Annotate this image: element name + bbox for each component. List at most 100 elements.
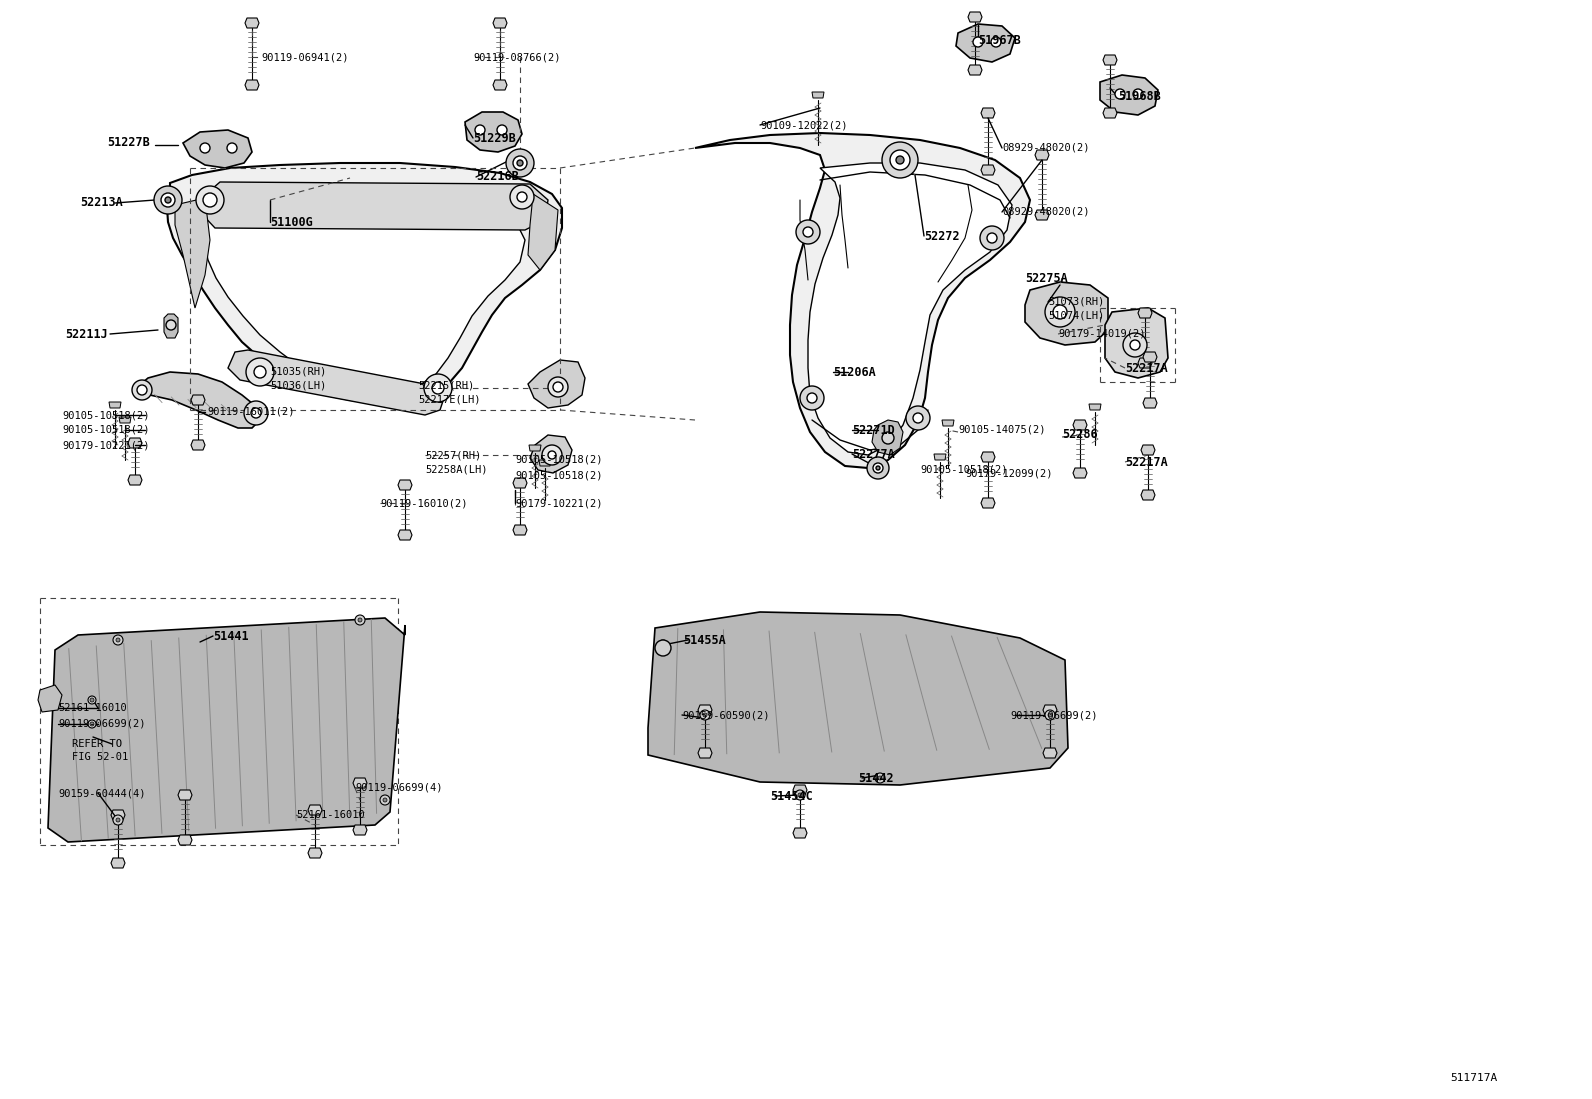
Polygon shape [38,685,62,712]
Polygon shape [135,371,259,428]
Circle shape [196,186,224,214]
Polygon shape [696,133,1030,468]
Polygon shape [1143,398,1157,408]
Polygon shape [1105,308,1169,378]
Circle shape [474,125,486,135]
Polygon shape [111,810,126,820]
Circle shape [868,457,888,479]
Text: 51455A: 51455A [683,633,726,646]
Polygon shape [353,778,368,788]
Polygon shape [1103,55,1118,65]
Polygon shape [1103,108,1118,118]
Circle shape [794,790,806,800]
Polygon shape [111,858,126,868]
Polygon shape [981,498,995,508]
Circle shape [506,149,533,177]
Circle shape [1052,306,1067,319]
Polygon shape [494,18,506,27]
Polygon shape [793,785,807,795]
Circle shape [517,160,524,166]
Polygon shape [164,314,178,338]
Text: 90179-10221(2): 90179-10221(2) [62,440,150,449]
Circle shape [700,710,710,720]
Circle shape [166,197,170,203]
Text: 90119-06699(2): 90119-06699(2) [57,719,145,729]
Text: 52216B: 52216B [476,170,519,184]
Circle shape [517,192,527,202]
Polygon shape [529,360,584,408]
Polygon shape [957,24,1016,62]
Circle shape [137,385,146,395]
Polygon shape [935,454,946,460]
Polygon shape [1089,404,1102,410]
Polygon shape [178,790,193,800]
Text: 51035(RH): 51035(RH) [271,367,326,377]
Polygon shape [1035,149,1049,160]
Circle shape [166,320,177,330]
Circle shape [552,382,564,392]
Circle shape [355,615,365,625]
Text: 51229B: 51229B [473,132,516,144]
Text: 52275A: 52275A [1025,271,1068,285]
Circle shape [113,635,123,645]
Text: 90179-14019(2): 90179-14019(2) [1059,329,1146,338]
Circle shape [987,233,997,243]
Circle shape [654,640,670,656]
Text: 52277A: 52277A [852,447,895,460]
Circle shape [807,393,817,403]
Text: 51206A: 51206A [833,366,876,378]
Text: 51227B: 51227B [107,136,150,149]
Bar [920,208,968,244]
Circle shape [116,639,119,642]
Polygon shape [968,12,982,22]
Polygon shape [167,163,562,403]
Polygon shape [1100,75,1157,115]
Text: 51100G: 51100G [271,215,312,229]
Bar [858,210,919,248]
Polygon shape [175,198,210,308]
Circle shape [116,818,119,822]
Polygon shape [48,618,404,842]
Circle shape [912,413,923,423]
Circle shape [798,793,802,797]
Polygon shape [530,435,572,473]
Text: 52211J: 52211J [65,328,108,341]
Circle shape [879,776,882,780]
Circle shape [981,226,1005,249]
Circle shape [906,406,930,430]
Polygon shape [1073,420,1087,430]
Circle shape [704,713,707,717]
Text: REFER TO: REFER TO [72,739,123,750]
Polygon shape [529,192,559,270]
Circle shape [91,698,94,702]
Circle shape [973,37,982,47]
Polygon shape [872,420,903,455]
Circle shape [497,125,506,135]
Circle shape [204,193,217,207]
Circle shape [1048,713,1052,717]
Text: 51968B: 51968B [1118,90,1161,103]
Circle shape [91,722,94,726]
Circle shape [796,220,820,244]
Circle shape [252,408,261,418]
Polygon shape [191,395,205,406]
Text: 90119-08766(2): 90119-08766(2) [473,52,560,62]
Circle shape [801,386,825,410]
Circle shape [247,358,274,386]
Polygon shape [228,349,446,415]
Text: 52258A(LH): 52258A(LH) [425,464,487,474]
Polygon shape [513,478,527,488]
Circle shape [423,374,452,402]
Circle shape [154,186,181,214]
Text: 51074(LH): 51074(LH) [1048,311,1105,321]
Polygon shape [178,835,193,845]
Polygon shape [809,163,1013,455]
Circle shape [548,451,556,459]
Text: 52217A: 52217A [1126,455,1169,468]
Polygon shape [1035,210,1049,220]
Circle shape [1044,710,1055,720]
Circle shape [358,618,361,622]
Circle shape [201,143,210,153]
Circle shape [1130,340,1140,349]
Text: 52217E(LH): 52217E(LH) [419,395,481,404]
